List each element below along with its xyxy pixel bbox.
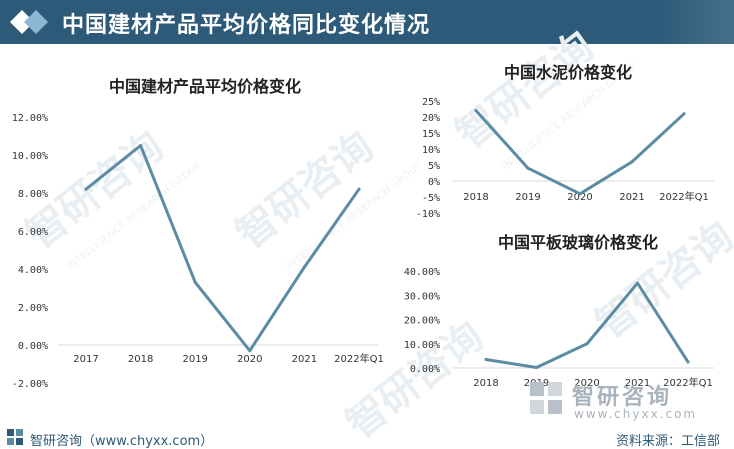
footer-source-left: 智研咨询（www.chyxx.com） <box>30 434 214 449</box>
data-point <box>526 166 530 170</box>
footer-source-right: 资料来源：工信部 <box>615 434 720 449</box>
brand-name: 智研咨询 <box>572 385 673 410</box>
header-bar: 中国建材产品平均价格同比变化情况 <box>0 0 734 44</box>
y-tick-label: -10% <box>416 209 440 220</box>
x-tick-label: 2022年Q1 <box>334 352 384 365</box>
y-tick-label: 8.00% <box>18 189 48 200</box>
brand-logo-icon <box>530 382 562 414</box>
data-point <box>193 280 197 284</box>
data-point <box>84 187 88 191</box>
y-tick-label: 25% <box>422 97 440 108</box>
y-tick-label: 2.00% <box>18 303 48 314</box>
y-tick-label: -5% <box>422 193 440 204</box>
y-tick-label: 0.00% <box>410 364 440 375</box>
data-point <box>535 366 538 370</box>
y-tick-label: 40.00% <box>404 267 440 278</box>
x-tick-label: 2018 <box>473 378 498 389</box>
x-tick-label: 2019 <box>515 192 540 203</box>
data-point <box>484 358 488 362</box>
y-tick-label: 10% <box>422 145 440 156</box>
y-tick-label: 0.00% <box>18 341 48 352</box>
chart-title: 中国水泥价格变化 <box>504 63 632 82</box>
double-diamond-icon <box>10 10 48 34</box>
x-tick-label: 2019 <box>182 354 207 365</box>
header-decoration <box>654 0 734 44</box>
y-tick-label: 20.00% <box>404 316 440 327</box>
chart-title: 中国平板玻璃价格变化 <box>498 233 658 252</box>
y-tick-label: 10.00% <box>404 340 440 351</box>
x-tick-label: 2020 <box>237 354 262 365</box>
data-point <box>585 342 589 346</box>
x-tick-label: 2022年Q1 <box>659 190 709 203</box>
data-point <box>686 360 690 364</box>
data-point <box>248 349 252 353</box>
y-tick-label: 10.00% <box>12 151 48 162</box>
x-tick-label: 2021 <box>292 354 317 365</box>
x-tick-label: 2021 <box>619 192 644 203</box>
data-point <box>139 144 143 147</box>
footer-logo-icon <box>7 429 23 445</box>
data-point <box>682 112 686 116</box>
x-tick-label: 2020 <box>567 192 592 203</box>
y-tick-label: 30.00% <box>404 291 440 302</box>
data-point <box>630 160 634 164</box>
data-point <box>302 265 306 269</box>
x-tick-label: 2018 <box>463 192 488 203</box>
series-line <box>484 281 690 370</box>
y-tick-label: 4.00% <box>18 265 48 276</box>
brand-url: www.chyxx.com <box>574 407 698 421</box>
y-tick-label: 6.00% <box>18 227 48 238</box>
y-tick-label: 12.00% <box>12 113 48 124</box>
y-tick-label: 0% <box>428 177 440 188</box>
x-tick-label: 2022年Q1 <box>663 376 713 389</box>
data-point <box>636 281 639 285</box>
page-title: 中国建材产品平均价格同比变化情况 <box>62 13 431 38</box>
x-tick-label: 2017 <box>73 354 98 365</box>
y-tick-label: 5% <box>428 161 440 172</box>
y-tick-label: -2.00% <box>12 379 48 390</box>
series-line <box>84 144 361 353</box>
chart-title: 中国建材产品平均价格变化 <box>109 77 301 96</box>
x-tick-label: 2020 <box>574 378 599 389</box>
data-point <box>474 109 478 113</box>
y-tick-label: 20% <box>422 113 440 124</box>
data-point <box>578 192 582 196</box>
x-tick-label: 2018 <box>128 354 153 365</box>
data-point <box>357 187 361 191</box>
x-tick-label: 2021 <box>625 378 650 389</box>
y-tick-label: 15% <box>422 129 440 140</box>
